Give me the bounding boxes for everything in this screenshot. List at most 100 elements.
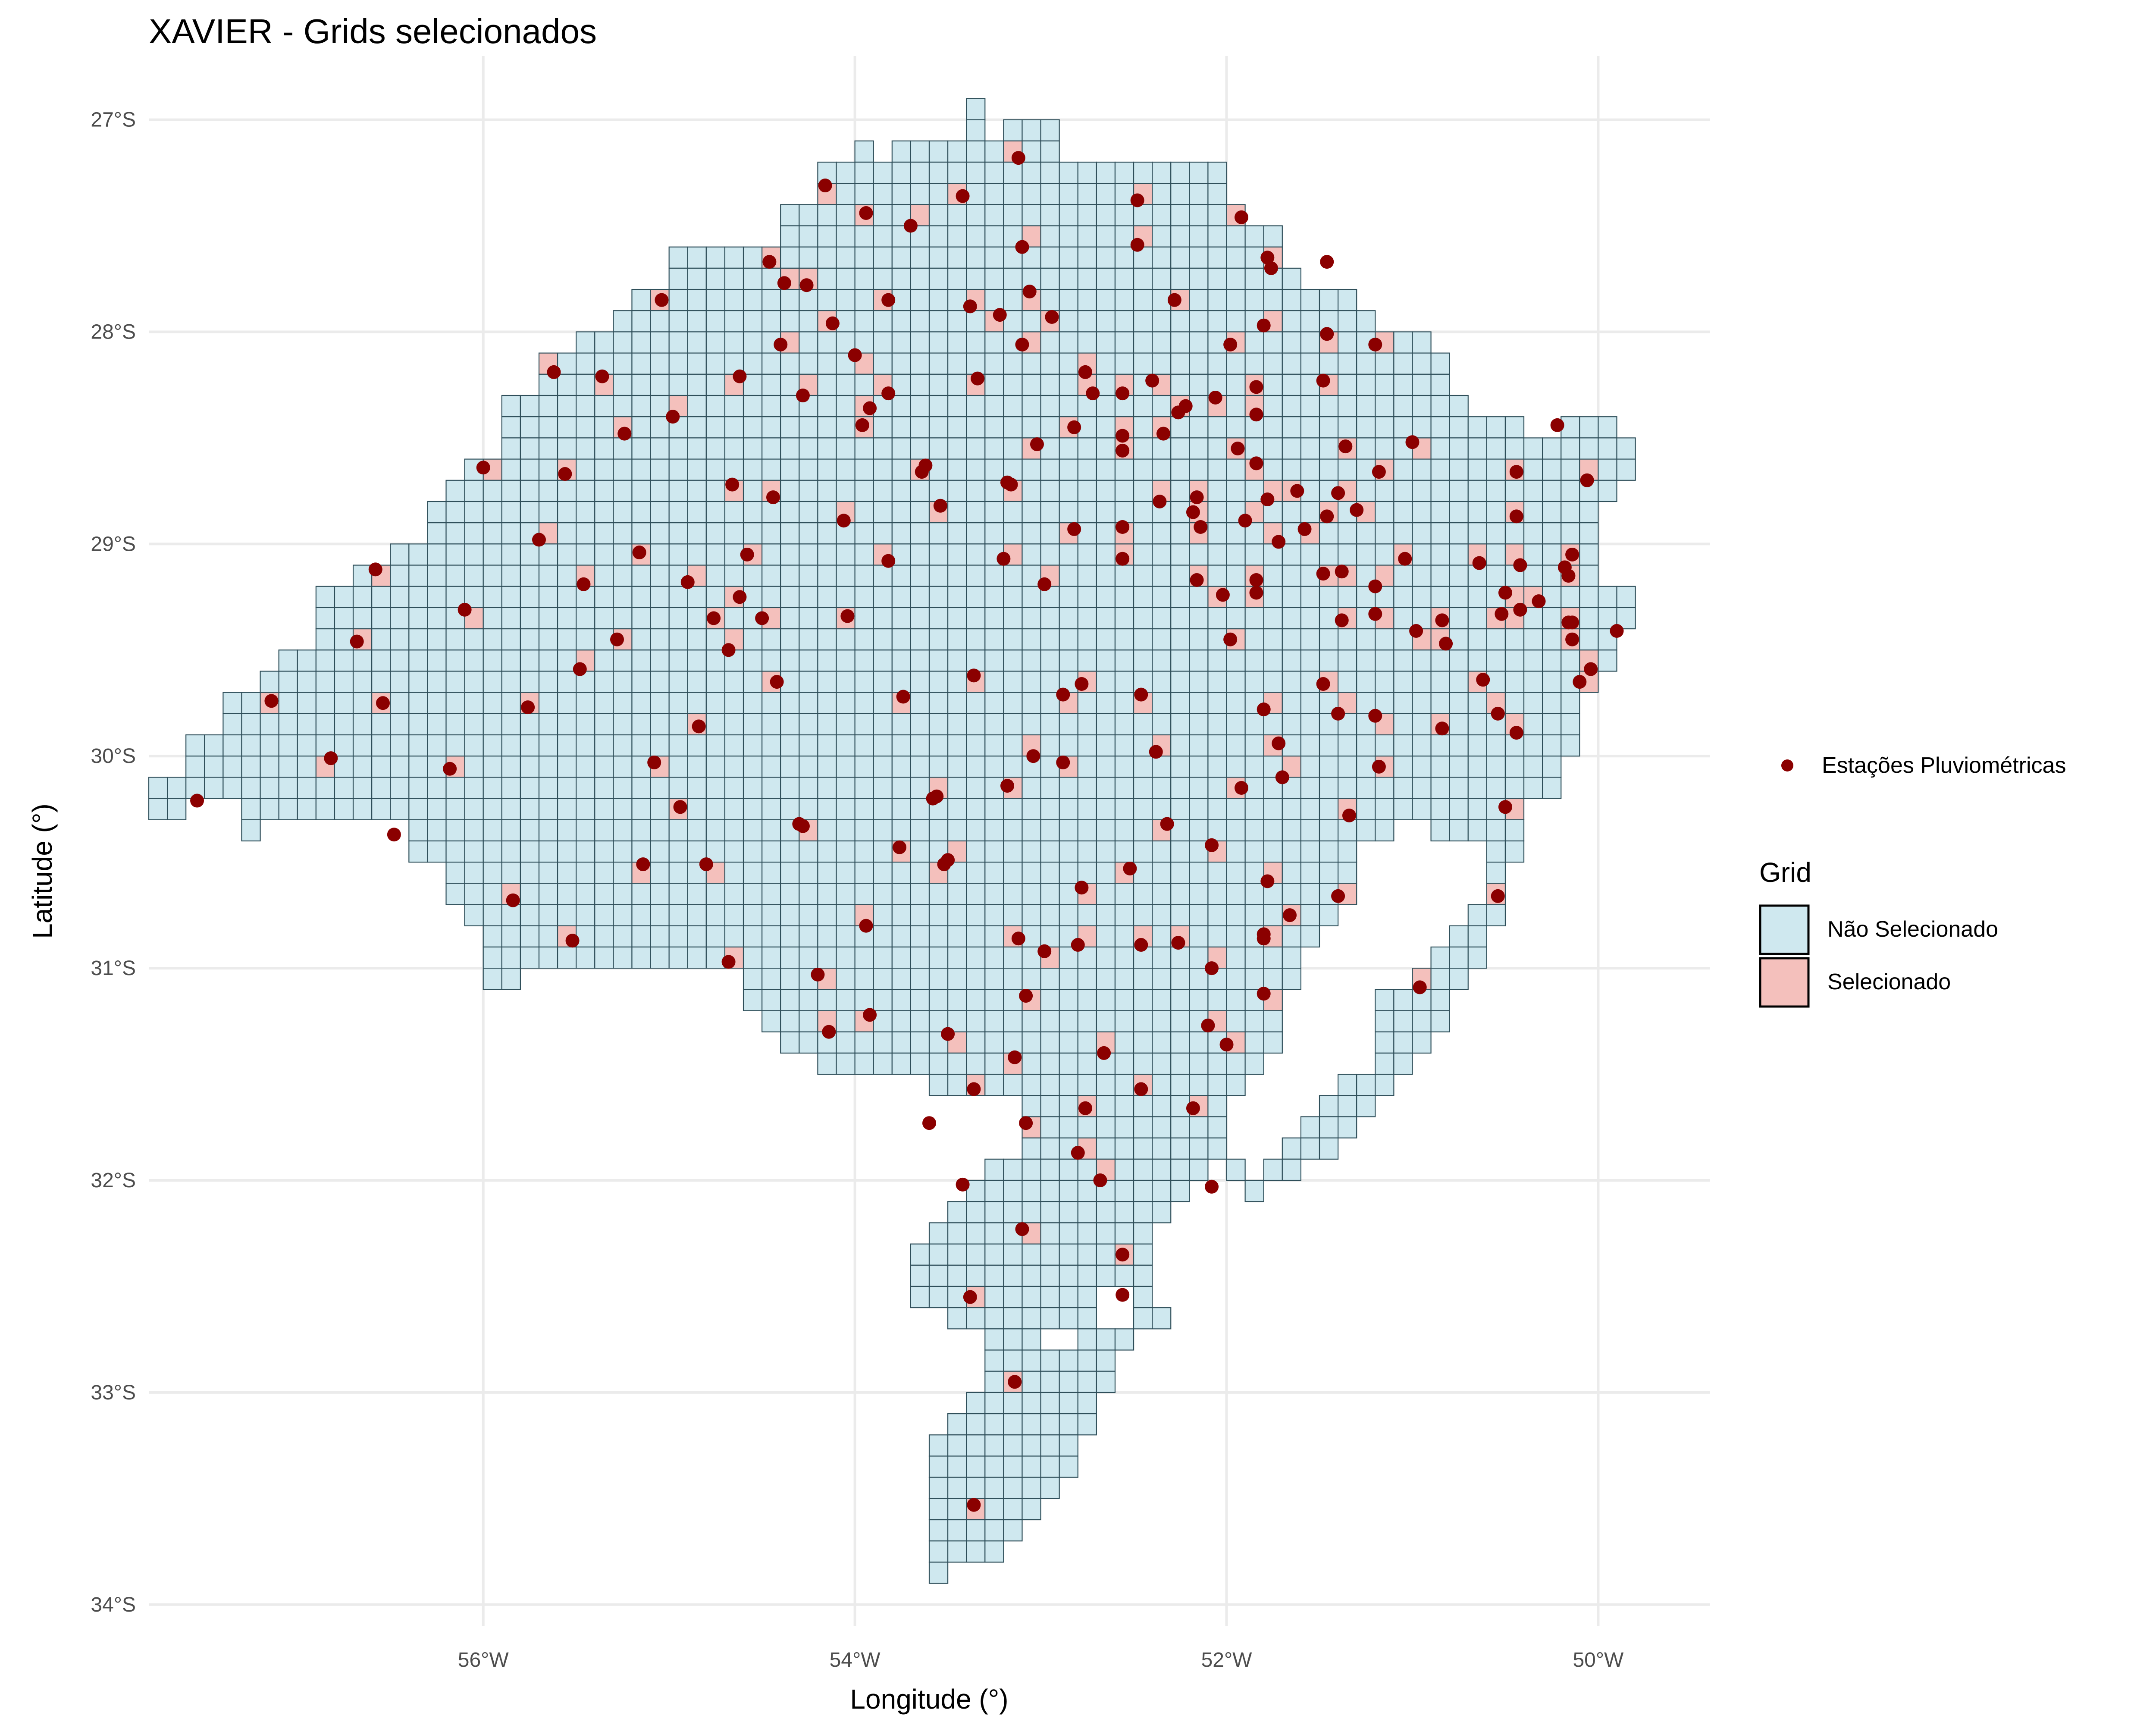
grid-cell <box>297 692 317 714</box>
grid-cell <box>1226 586 1246 608</box>
grid-cell <box>1263 1031 1283 1054</box>
grid-cell <box>576 628 595 651</box>
grid-cell <box>836 925 856 948</box>
grid-cell <box>780 543 800 566</box>
station-point <box>1257 703 1271 717</box>
grid-cell <box>817 543 837 566</box>
grid-cell <box>1337 649 1357 672</box>
grid-cell <box>650 946 670 969</box>
grid-cell <box>799 840 818 863</box>
grid-cell <box>1114 628 1134 651</box>
grid-cell <box>1561 692 1580 714</box>
grid-cell <box>1096 649 1116 672</box>
grid-cell <box>1040 373 1060 396</box>
grid-cell <box>1523 501 1543 524</box>
grid-cell <box>1022 458 1041 481</box>
grid-cell <box>1114 968 1134 990</box>
grid-cell <box>501 437 521 460</box>
grid-cell <box>854 671 874 693</box>
grid-cell <box>631 395 651 417</box>
grid-cell <box>1040 713 1060 736</box>
station-point <box>324 751 338 765</box>
grid-cell <box>743 946 763 969</box>
grid-cell <box>891 1010 912 1032</box>
grid-cell <box>520 734 540 757</box>
grid-cell <box>891 946 912 969</box>
grid-cell <box>947 1540 967 1563</box>
grid-cell <box>1170 373 1190 396</box>
grid-cell <box>1244 756 1264 778</box>
grid-cell <box>390 671 410 693</box>
grid-cell <box>1300 777 1320 799</box>
grid-cell <box>1319 352 1339 375</box>
grid-cell <box>1226 395 1246 417</box>
grid-cell <box>1133 416 1153 439</box>
grid-cell <box>854 989 874 1011</box>
grid-cell <box>1059 395 1078 417</box>
grid-cell <box>278 734 298 757</box>
grid-cell <box>984 840 1004 863</box>
legend-grid-title: Grid <box>1759 857 1811 888</box>
grid-cell <box>390 713 410 736</box>
grid-cell <box>1189 1158 1209 1181</box>
grid-cell <box>780 862 800 884</box>
station-point <box>766 490 780 505</box>
grid-cell <box>928 1243 949 1266</box>
grid-cell <box>966 458 986 481</box>
grid-cell <box>464 798 484 820</box>
grid-cell <box>1114 501 1134 524</box>
grid-cell <box>910 161 930 184</box>
grid-cell <box>836 416 856 439</box>
grid-cell <box>1096 925 1116 948</box>
grid-cell <box>1003 989 1023 1011</box>
grid-cell <box>928 161 949 184</box>
grid-cell <box>557 904 577 926</box>
grid-cell <box>687 246 707 269</box>
grid-cell <box>817 989 837 1011</box>
station-point <box>1368 709 1382 723</box>
grid-cell <box>910 628 930 651</box>
grid-cell <box>1467 586 1487 608</box>
grid-cell <box>743 331 763 354</box>
grid-cell <box>873 501 893 524</box>
station-point <box>1335 613 1349 627</box>
grid-cell <box>1226 352 1246 375</box>
grid-cell <box>1022 1392 1041 1414</box>
station-point <box>632 546 646 560</box>
grid-cell <box>408 734 428 757</box>
grid-cell <box>445 734 465 757</box>
grid-cell <box>668 586 688 608</box>
grid-cell <box>1152 183 1172 205</box>
grid-cell <box>1300 925 1320 948</box>
grid-cell <box>928 204 949 226</box>
grid-cell <box>947 883 967 905</box>
grid-cell <box>1077 1116 1097 1138</box>
grid-cell <box>1467 522 1487 545</box>
grid-cell <box>780 946 800 969</box>
grid-cells <box>148 98 1636 1584</box>
station-point <box>1026 749 1040 763</box>
grid-cell <box>1114 1116 1134 1138</box>
grid-cell <box>1096 437 1116 460</box>
grid-cell <box>1022 862 1041 884</box>
grid-cell <box>799 671 818 693</box>
grid-cell <box>1393 1010 1413 1032</box>
grid-cell <box>334 692 354 714</box>
grid-cell <box>854 734 874 757</box>
grid-cell <box>1467 925 1487 948</box>
grid-cell <box>817 819 837 842</box>
grid-cell <box>966 1031 986 1054</box>
grid-cell <box>1059 1095 1078 1117</box>
grid-cell <box>445 522 465 545</box>
station-point <box>1498 800 1512 814</box>
grid-cell <box>817 267 837 290</box>
grid-cell <box>1114 161 1134 184</box>
grid-cell <box>1059 543 1078 566</box>
grid-cell <box>761 267 781 290</box>
grid-cell <box>1504 819 1525 842</box>
grid-cell <box>854 437 874 460</box>
grid-cell <box>1263 798 1283 820</box>
grid-cell <box>966 480 986 502</box>
grid-cell <box>984 946 1004 969</box>
grid-cell <box>743 692 763 714</box>
